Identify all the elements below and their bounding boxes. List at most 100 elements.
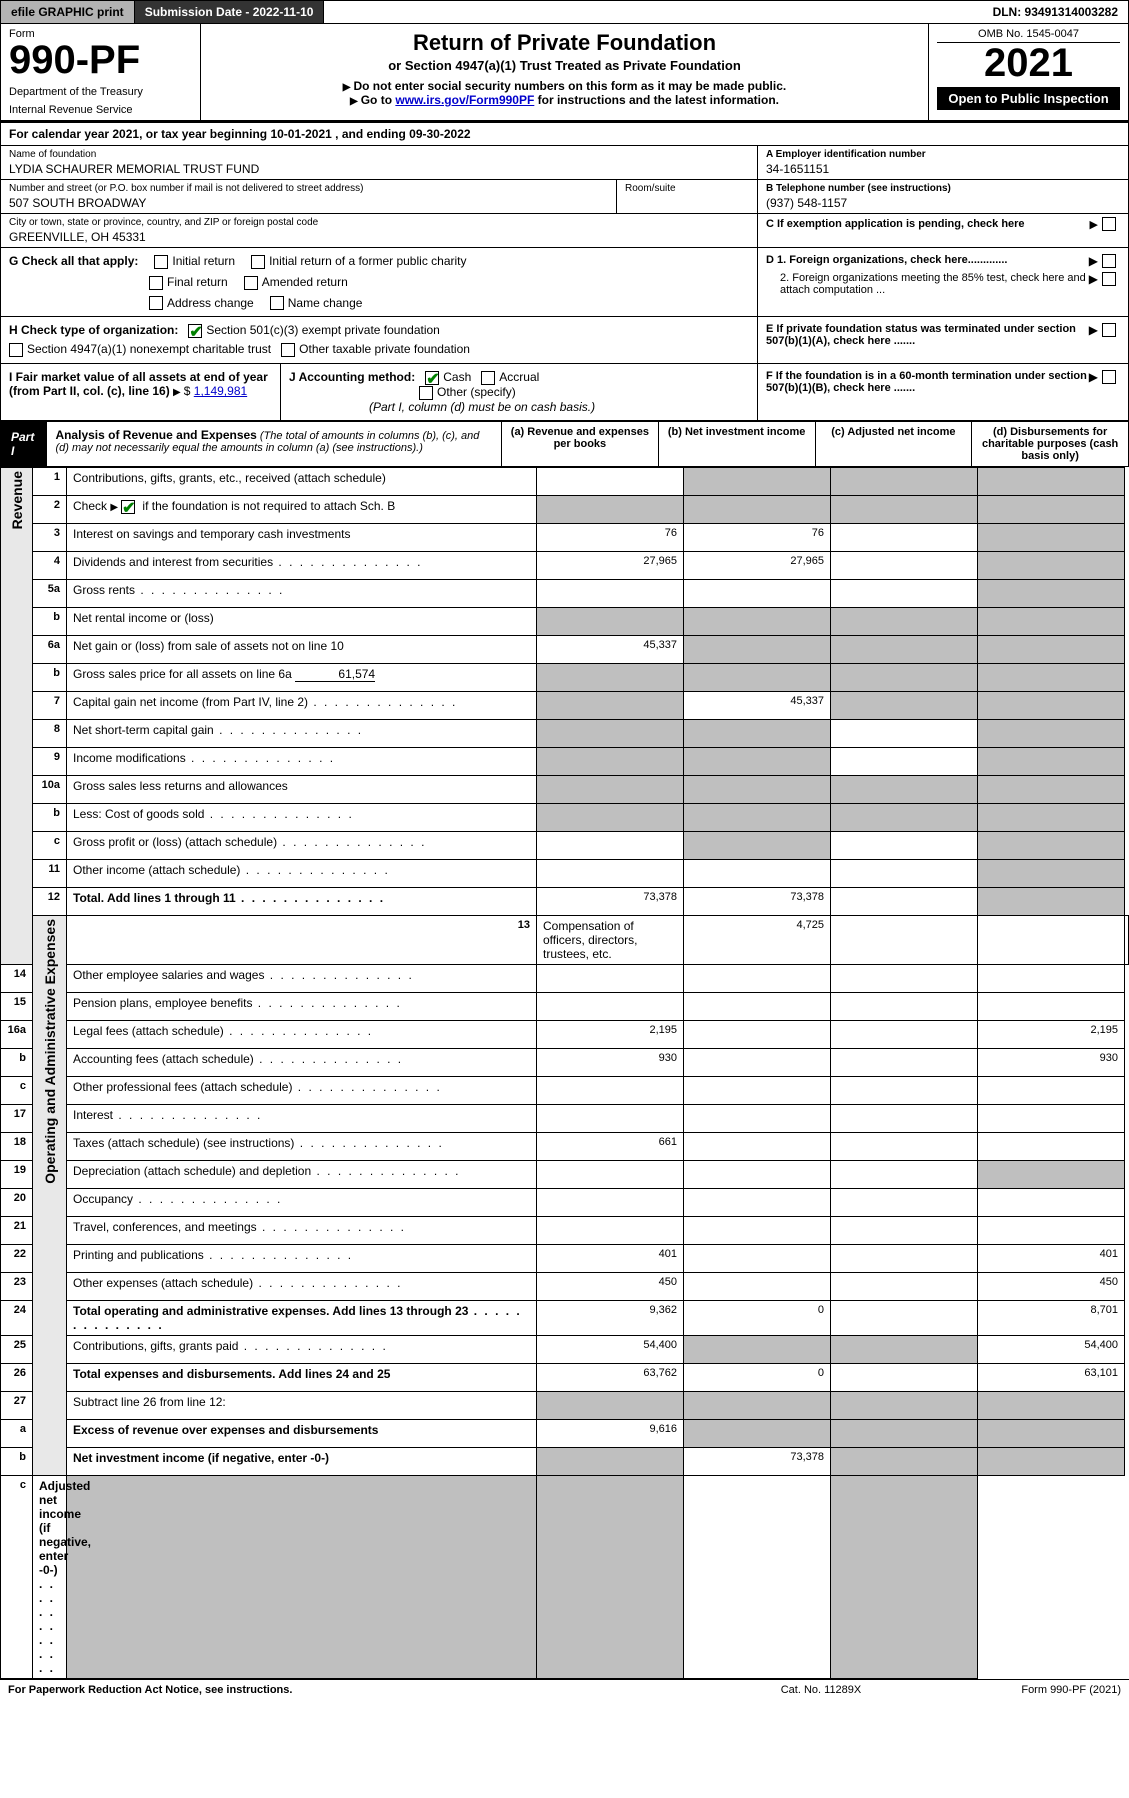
table-row: 4Dividends and interest from securities2… — [1, 551, 1129, 579]
j-accounting: J Accounting method: Cash Accrual Other … — [281, 364, 758, 420]
col-d-header: (d) Disbursements for charitable purpose… — [971, 422, 1128, 466]
cell-val: 9,362 — [537, 1300, 684, 1335]
name-change-label: Name change — [288, 296, 363, 310]
table-row: 21Travel, conferences, and meetings — [1, 1216, 1129, 1244]
c-checkbox[interactable] — [1102, 217, 1116, 231]
line-num: 18 — [1, 1132, 33, 1160]
arrow-icon: ▶ — [1089, 370, 1098, 414]
line-num: 16a — [1, 1020, 33, 1048]
cash-label: Cash — [443, 370, 471, 384]
r2-pre: Check — [73, 499, 110, 513]
line-num: 27 — [1, 1391, 33, 1419]
cell-val: 4,725 — [684, 915, 831, 964]
line-desc: Legal fees (attach schedule) — [67, 1020, 537, 1048]
arrow-icon: ▶ — [1090, 218, 1098, 231]
address-row: Number and street (or P.O. box number if… — [1, 180, 757, 214]
arrow-icon — [110, 499, 121, 513]
line-desc: Check if the foundation is not required … — [67, 495, 537, 523]
table-row: 12Total. Add lines 1 through 1173,37873,… — [1, 887, 1129, 915]
table-row: 20Occupancy — [1, 1188, 1129, 1216]
line-desc: Other professional fees (attach schedule… — [67, 1076, 537, 1104]
addr-change-checkbox[interactable] — [149, 296, 163, 310]
table-row: 15Pension plans, employee benefits — [1, 992, 1129, 1020]
table-row: aExcess of revenue over expenses and dis… — [1, 1419, 1129, 1447]
dollar-prefix: $ — [184, 384, 191, 398]
table-row: Revenue 1Contributions, gifts, grants, e… — [1, 467, 1129, 495]
efile-print-button[interactable]: efile GRAPHIC print — [1, 1, 135, 23]
line-num: 24 — [1, 1300, 33, 1335]
line-num: c — [1, 1076, 33, 1104]
4947-label: Section 4947(a)(1) nonexempt charitable … — [27, 342, 271, 356]
table-row: 26Total expenses and disbursements. Add … — [1, 1363, 1129, 1391]
part1-header: Part I Analysis of Revenue and Expenses … — [0, 421, 1129, 467]
revenue-side-label: Revenue — [9, 471, 25, 529]
line-desc: Taxes (attach schedule) (see instruction… — [67, 1132, 537, 1160]
line-desc: Capital gain net income (from Part IV, l… — [67, 691, 537, 719]
dept-treasury: Department of the Treasury — [9, 86, 192, 98]
line-desc: Interest — [67, 1104, 537, 1132]
expenses-side-label: Operating and Administrative Expenses — [42, 919, 58, 1184]
open-to-public: Open to Public Inspection — [937, 87, 1120, 110]
other-taxable-checkbox[interactable] — [281, 343, 295, 357]
table-row: 3Interest on savings and temporary cash … — [1, 523, 1129, 551]
g-label: G Check all that apply: — [9, 254, 138, 268]
cell-val: 930 — [978, 1048, 1125, 1076]
line-num: 13 — [67, 915, 537, 964]
amended-return-checkbox[interactable] — [244, 276, 258, 290]
other-method-checkbox[interactable] — [419, 386, 433, 400]
final-return-checkbox[interactable] — [149, 276, 163, 290]
table-row: 10aGross sales less returns and allowanc… — [1, 775, 1129, 803]
table-row: 5aGross rents — [1, 579, 1129, 607]
line-num: 8 — [33, 719, 67, 747]
phone-value: (937) 548-1157 — [766, 194, 1120, 210]
line-desc: Total expenses and disbursements. Add li… — [67, 1363, 537, 1391]
table-row: Operating and Administrative Expenses 13… — [1, 915, 1129, 964]
line-desc: Printing and publications — [67, 1244, 537, 1272]
cell-val: 45,337 — [537, 635, 684, 663]
other-taxable-label: Other taxable private foundation — [299, 342, 470, 356]
cell-val: 73,378 — [537, 887, 684, 915]
cell-val: 63,762 — [537, 1363, 684, 1391]
table-row: 14Other employee salaries and wages — [1, 964, 1129, 992]
line-num: 6a — [33, 635, 67, 663]
line-desc: Gross rents — [67, 579, 537, 607]
table-row: bGross sales price for all assets on lin… — [1, 663, 1129, 691]
initial-return-checkbox[interactable] — [154, 255, 168, 269]
cell-val: 73,378 — [684, 887, 831, 915]
cell-val: 76 — [537, 523, 684, 551]
fmv-value-link[interactable]: 1,149,981 — [194, 384, 247, 398]
r6b-pre: Gross sales price for all assets on line… — [73, 667, 292, 681]
d1-checkbox[interactable] — [1102, 254, 1116, 268]
c-label: C If exemption application is pending, c… — [766, 218, 1090, 230]
e-checkbox[interactable] — [1102, 323, 1116, 337]
part1-label: Part I — [1, 422, 47, 466]
line-desc: Net investment income (if negative, ente… — [67, 1447, 537, 1475]
cell-val: 8,701 — [978, 1300, 1125, 1335]
line-desc: Other employee salaries and wages — [67, 964, 537, 992]
form990pf-link[interactable]: www.irs.gov/Form990PF — [395, 93, 534, 107]
name-change-checkbox[interactable] — [270, 296, 284, 310]
form-ref: Form 990-PF (2021) — [921, 1684, 1121, 1696]
identity-left: Name of foundation LYDIA SCHAURER MEMORI… — [1, 146, 758, 247]
line-desc: Interest on savings and temporary cash i… — [67, 523, 537, 551]
cash-checkbox[interactable] — [425, 371, 439, 385]
part1-desc: Analysis of Revenue and Expenses (The to… — [47, 422, 501, 466]
table-row: 16aLegal fees (attach schedule)2,1952,19… — [1, 1020, 1129, 1048]
cell-val: 4,725 — [1125, 915, 1129, 964]
4947-checkbox[interactable] — [9, 343, 23, 357]
line-num: 21 — [1, 1216, 33, 1244]
cell-val: 2,195 — [978, 1020, 1125, 1048]
f-checkbox[interactable] — [1102, 370, 1116, 384]
arrow-icon — [173, 384, 184, 398]
d2-checkbox[interactable] — [1102, 272, 1116, 286]
schb-checkbox[interactable] — [121, 500, 135, 514]
table-row: 11Other income (attach schedule) — [1, 859, 1129, 887]
accrual-checkbox[interactable] — [481, 371, 495, 385]
dln: DLN: 93491314003282 — [983, 1, 1128, 23]
table-row: 18 Taxes (attach schedule) (see instructi… — [1, 1132, 1129, 1160]
line-num: 20 — [1, 1188, 33, 1216]
calendar-year-line: For calendar year 2021, or tax year begi… — [0, 123, 1129, 146]
line-desc: Gross profit or (loss) (attach schedule) — [67, 831, 537, 859]
501c3-checkbox[interactable] — [188, 324, 202, 338]
initial-former-checkbox[interactable] — [251, 255, 265, 269]
